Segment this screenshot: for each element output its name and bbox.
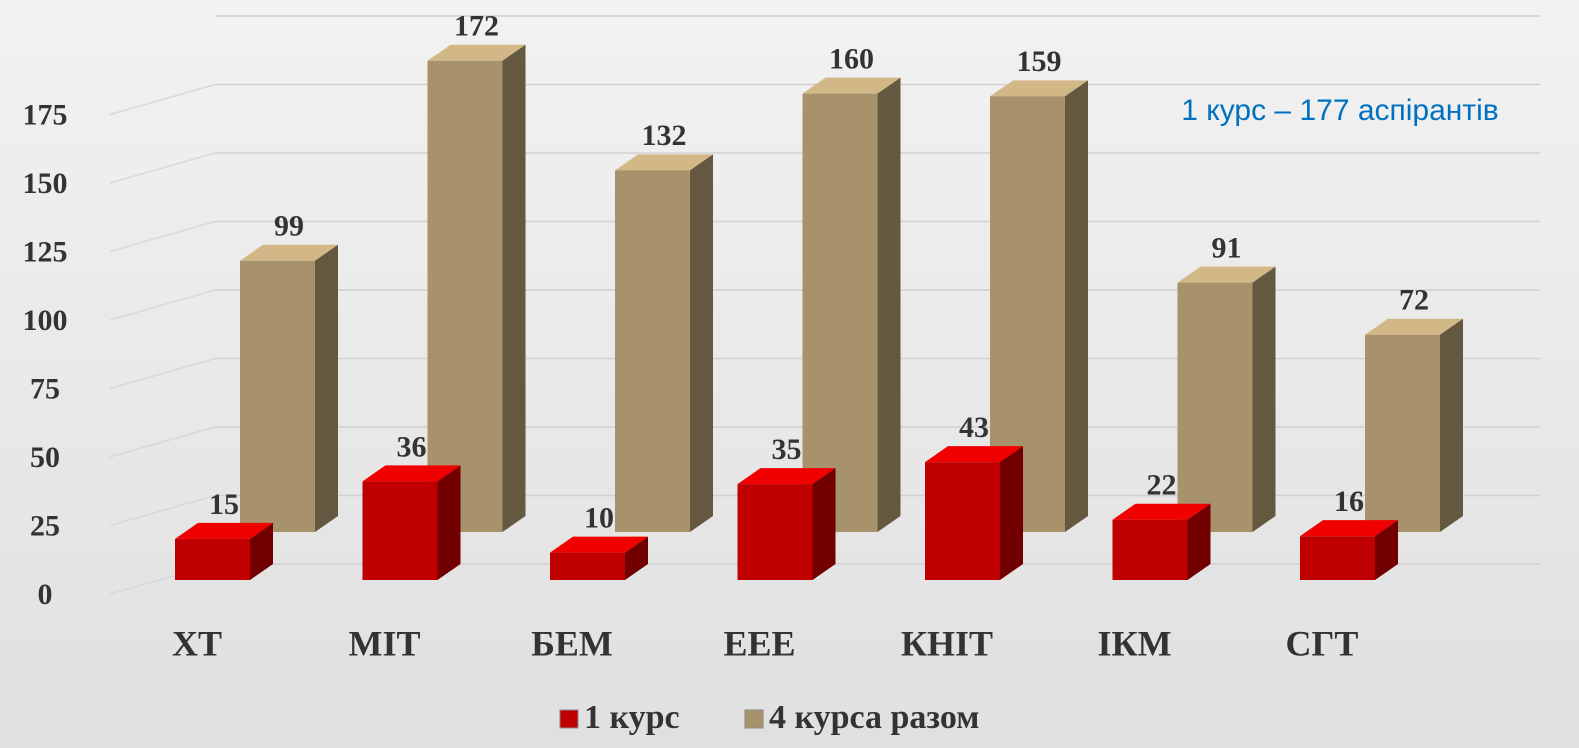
bar-side xyxy=(1000,446,1023,580)
legend-label: 4 курса разом xyxy=(769,699,979,736)
bar xyxy=(802,93,878,532)
bar xyxy=(925,462,1000,580)
x-tick-label: КНІТ xyxy=(901,623,993,663)
value-label: 91 xyxy=(1212,232,1242,265)
bar-top xyxy=(175,522,273,539)
bar xyxy=(362,481,438,580)
bar-top xyxy=(1365,318,1463,335)
bar-top xyxy=(615,154,713,171)
grid-line-side xyxy=(109,289,216,321)
bar-side xyxy=(690,154,713,532)
value-label: 132 xyxy=(642,119,687,152)
bar-top xyxy=(362,465,461,482)
bar-top xyxy=(240,244,338,261)
value-label: 160 xyxy=(829,42,874,75)
value-label: 36 xyxy=(397,430,427,463)
bar-side xyxy=(1375,520,1398,580)
value-label: 172 xyxy=(454,10,499,43)
value-label: 43 xyxy=(959,411,989,444)
bar-side xyxy=(1187,503,1211,580)
y-tick-label: 0 xyxy=(38,578,53,611)
value-label: 10 xyxy=(584,501,614,534)
bar xyxy=(550,552,625,580)
bar-top xyxy=(550,536,648,553)
bar xyxy=(240,260,315,532)
bar-top xyxy=(802,77,901,94)
bar-side xyxy=(1065,80,1088,532)
bar xyxy=(1177,282,1253,532)
value-label: 35 xyxy=(772,433,802,466)
bar xyxy=(737,484,813,580)
grid-line-side xyxy=(109,426,216,458)
y-tick-label: 50 xyxy=(30,441,60,474)
bar-side xyxy=(437,465,461,580)
annotation: 1 курс – 177 аспірантів xyxy=(1181,94,1498,127)
value-label: 72 xyxy=(1399,284,1429,317)
bar-side xyxy=(1440,318,1463,532)
x-tick-label: БЕМ xyxy=(531,623,613,663)
legend-swatch xyxy=(559,709,579,729)
grid-line-side xyxy=(109,220,216,253)
grid-line-side xyxy=(109,83,216,116)
value-label: 22 xyxy=(1147,469,1177,502)
bar-top xyxy=(925,446,1023,463)
y-tick-label: 75 xyxy=(30,372,60,405)
legend-swatch xyxy=(744,709,764,729)
y-tick-label: 175 xyxy=(23,98,68,131)
bar-side xyxy=(502,44,526,532)
bar-side xyxy=(250,522,273,580)
x-tick-label: СГТ xyxy=(1286,623,1359,663)
bar xyxy=(175,538,250,580)
bar xyxy=(1112,519,1188,580)
bar-side xyxy=(315,244,338,533)
bar-side xyxy=(812,468,836,580)
y-tick-label: 125 xyxy=(23,235,68,268)
bar-side xyxy=(877,77,901,532)
bar xyxy=(615,170,690,532)
bar xyxy=(1365,334,1440,532)
y-tick-label: 25 xyxy=(30,509,60,542)
x-tick-label: МІТ xyxy=(349,623,421,663)
value-label: 159 xyxy=(1017,45,1062,78)
bar xyxy=(427,60,503,532)
y-tick-label: 100 xyxy=(23,304,68,337)
y-tick-label: 150 xyxy=(23,167,68,200)
bar-top xyxy=(427,44,526,61)
value-label: 15 xyxy=(209,488,239,521)
bar-top xyxy=(1177,266,1276,283)
grid-line-side xyxy=(109,494,216,527)
x-tick-label: ЕЕЕ xyxy=(723,623,795,663)
x-tick-label: ІКМ xyxy=(1097,623,1171,663)
bar-side xyxy=(625,536,648,580)
bar-side xyxy=(1252,266,1276,532)
value-label: 99 xyxy=(274,210,304,243)
bar-top xyxy=(1112,503,1211,520)
bar-top xyxy=(1300,520,1398,537)
bar-top xyxy=(737,468,836,485)
grid-line-side xyxy=(109,152,216,184)
bar xyxy=(1300,536,1375,580)
bar-top xyxy=(990,80,1088,97)
value-label: 16 xyxy=(1334,485,1364,518)
x-tick-label: ХТ xyxy=(172,623,222,663)
grid-line-side xyxy=(109,357,216,390)
legend-label: 1 курс xyxy=(584,699,680,736)
